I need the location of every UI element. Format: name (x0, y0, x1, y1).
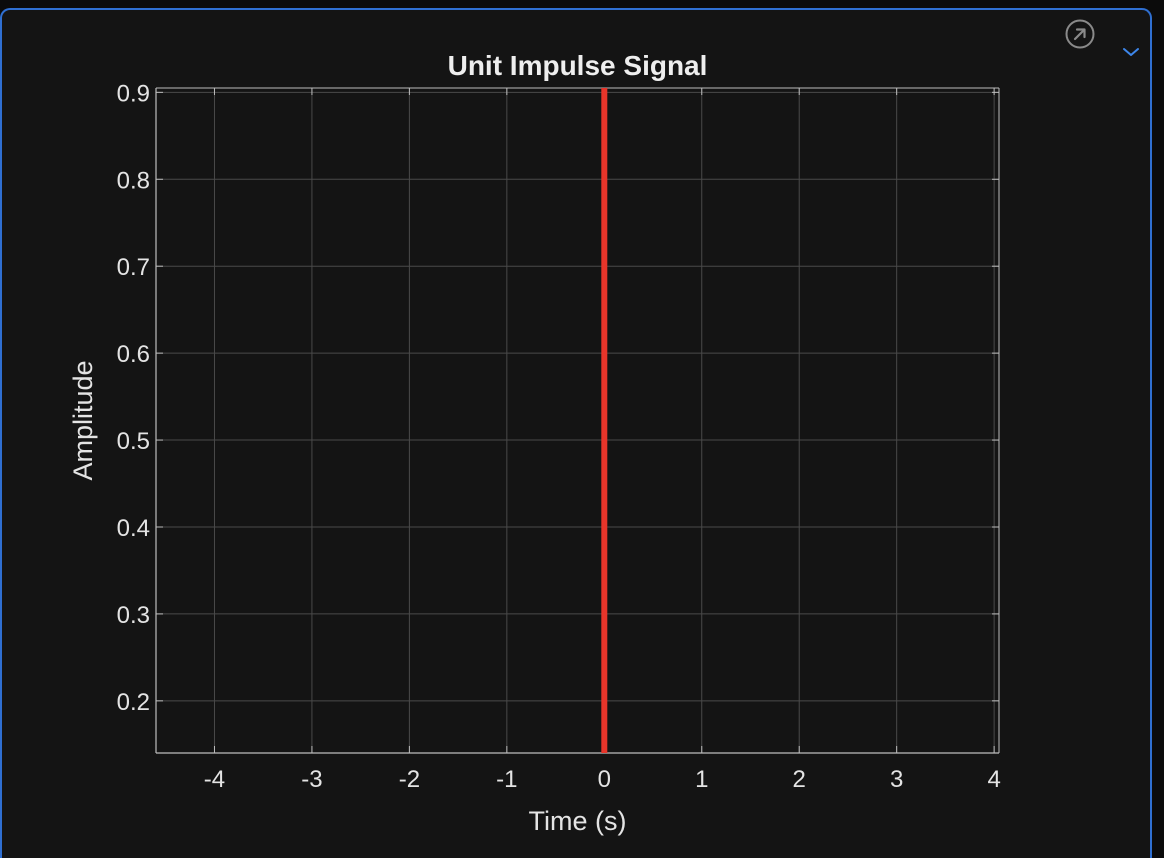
menu-button[interactable] (1119, 40, 1143, 64)
y-tick-label: 0.2 (117, 689, 150, 716)
x-tick-label: 4 (987, 766, 1000, 793)
y-tick-label: 0.4 (117, 515, 150, 542)
chevron-down-icon (1123, 48, 1139, 56)
x-tick-label: 0 (598, 766, 611, 793)
arrow-up-right-circle-icon (1065, 19, 1095, 49)
plot-background (156, 88, 999, 753)
x-tick-label: 3 (890, 766, 903, 793)
y-tick-label: 0.6 (117, 341, 150, 368)
popout-button[interactable] (1064, 18, 1096, 50)
y-tick-label: 0.3 (117, 602, 150, 629)
x-axis-label: Time (s) (529, 806, 627, 836)
tick-labels: -4 -3 -2 -1 0 1 2 3 4 0.2 0.3 0.4 0.5 0.6 0.7 0.8 0.9 (117, 80, 1001, 793)
x-tick-label: -1 (496, 766, 517, 793)
x-tick-label: 1 (695, 766, 708, 793)
y-tick-label: 0.9 (117, 80, 150, 107)
x-tick-label: -2 (399, 766, 420, 793)
x-tick-label: -3 (301, 766, 322, 793)
y-axis-label: Amplitude (68, 360, 98, 480)
axes (155, 87, 1000, 754)
y-tick-label: 0.8 (117, 167, 150, 194)
y-tick-label: 0.7 (117, 254, 150, 281)
x-tick-label: -4 (204, 766, 225, 793)
x-tick-label: 2 (793, 766, 806, 793)
chart-title: Unit Impulse Signal (448, 50, 708, 81)
y-tick-label: 0.5 (117, 428, 150, 455)
